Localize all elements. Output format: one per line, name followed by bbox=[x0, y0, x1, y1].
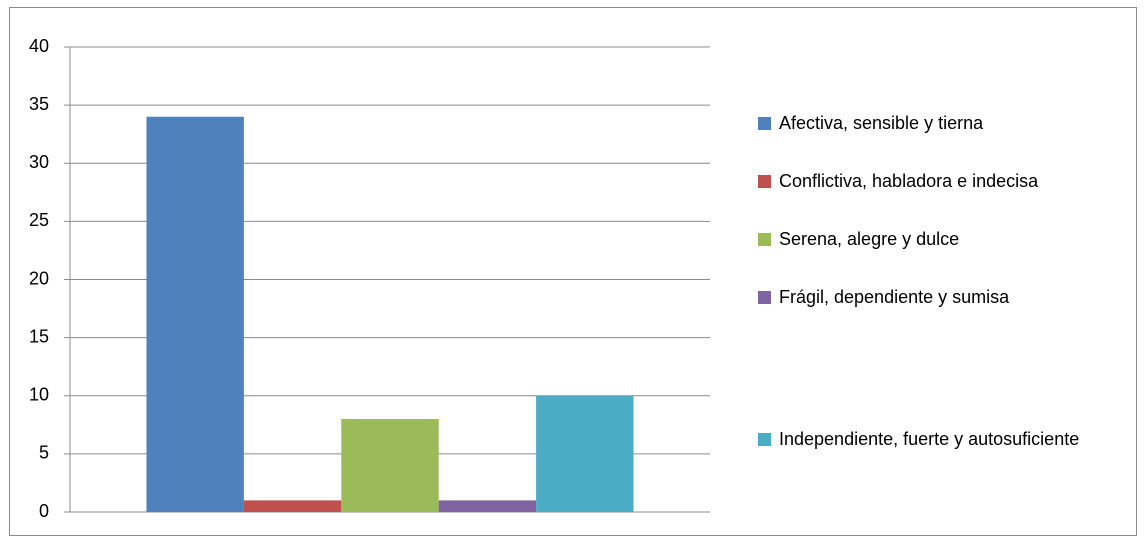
legend-label: Independiente, fuerte y autosuficiente bbox=[779, 429, 1080, 449]
y-tick-label: 10 bbox=[29, 385, 49, 405]
legend-label: Conflictiva, habladora e indecisa bbox=[779, 171, 1039, 191]
bar bbox=[438, 500, 537, 512]
legend-swatch bbox=[758, 291, 771, 304]
y-tick-label: 0 bbox=[39, 501, 49, 521]
legend-item: Serena, alegre y dulce bbox=[758, 226, 1118, 253]
legend-label: Frágil, dependiente y sumisa bbox=[779, 287, 1010, 307]
legend-item: Conflictiva, habladora e indecisa bbox=[758, 168, 1118, 195]
legend-swatch bbox=[758, 233, 771, 246]
y-tick-label: 20 bbox=[29, 268, 49, 288]
bar bbox=[341, 419, 439, 512]
legend-swatch bbox=[758, 117, 771, 130]
legend-label: Serena, alegre y dulce bbox=[779, 229, 960, 249]
y-tick-label: 15 bbox=[29, 326, 49, 346]
y-tick-label: 40 bbox=[29, 36, 49, 56]
y-tick-label: 25 bbox=[29, 210, 49, 230]
y-tick-label: 30 bbox=[29, 152, 49, 172]
bar bbox=[146, 116, 244, 512]
legend-swatch bbox=[758, 175, 771, 188]
legend-label: Afectiva, sensible y tierna bbox=[779, 113, 984, 133]
y-tick-label: 35 bbox=[29, 94, 49, 114]
bar bbox=[243, 500, 342, 512]
legend-swatch bbox=[758, 433, 771, 446]
legend-item: Afectiva, sensible y tierna bbox=[758, 110, 1118, 137]
legend-item: Frágil, dependiente y sumisa bbox=[758, 284, 1118, 311]
y-tick-label: 5 bbox=[39, 443, 49, 463]
bar bbox=[536, 395, 634, 512]
legend-item: Independiente, fuerte y autosuficiente bbox=[758, 426, 1118, 453]
